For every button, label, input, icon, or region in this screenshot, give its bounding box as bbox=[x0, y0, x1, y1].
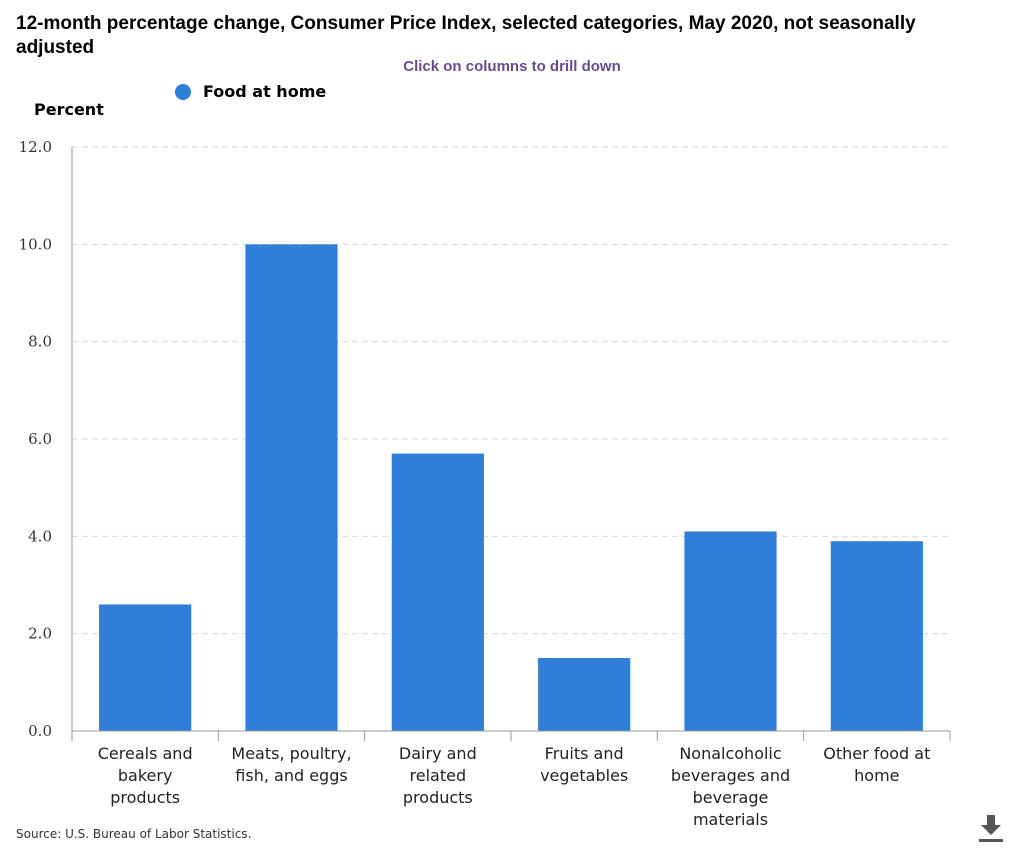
download-icon bbox=[979, 815, 1003, 842]
y-tick-label: 8.0 bbox=[28, 333, 52, 351]
bar[interactable] bbox=[830, 541, 923, 731]
y-tick-label: 4.0 bbox=[28, 527, 52, 545]
bar[interactable] bbox=[538, 658, 631, 731]
legend-marker bbox=[175, 83, 191, 100]
x-tick-label[interactable]: Meats, poultry, fish, and eggs bbox=[231, 744, 351, 785]
x-tick-label[interactable]: Fruits and vegetables bbox=[540, 744, 628, 785]
grid-lines bbox=[72, 146, 950, 635]
axis-labels: 0.0 2.0 4.0 6.0 8.0 10.0 12.0 Cereals and bakery… bbox=[19, 138, 931, 829]
bar[interactable] bbox=[391, 453, 484, 731]
drill-down-hint[interactable]: Click on columns to drill down bbox=[403, 58, 621, 75]
source-note: Source: U.S. Bureau of Labor Statistics. bbox=[16, 827, 252, 841]
x-tick-label[interactable]: Nonalcoholic beverages and beverage materia… bbox=[671, 744, 790, 829]
legend-label: Food at home bbox=[203, 82, 327, 101]
axes bbox=[71, 147, 951, 741]
y-tick-label: 2.0 bbox=[28, 625, 52, 643]
x-tick-label[interactable]: Cereals and bakery products bbox=[98, 744, 193, 807]
y-tick-label: 12.0 bbox=[19, 138, 52, 156]
y-tick-label: 6.0 bbox=[28, 430, 52, 448]
x-tick-label[interactable]: Other food at home bbox=[823, 744, 930, 785]
y-axis-title: Percent bbox=[34, 100, 104, 119]
bar[interactable] bbox=[684, 531, 777, 731]
bar[interactable] bbox=[99, 604, 192, 731]
bar[interactable] bbox=[245, 244, 338, 732]
bars bbox=[99, 244, 923, 732]
chart-title: 12-month percentage change, Consumer Pri… bbox=[16, 13, 916, 58]
download-button[interactable] bbox=[976, 813, 1006, 843]
y-tick-label: 10.0 bbox=[19, 235, 52, 253]
y-tick-label: 0.0 bbox=[28, 722, 52, 740]
legend-item-food-at-home[interactable]: Food at home bbox=[175, 82, 326, 101]
x-tick-label[interactable]: Dairy and related products bbox=[399, 744, 477, 807]
